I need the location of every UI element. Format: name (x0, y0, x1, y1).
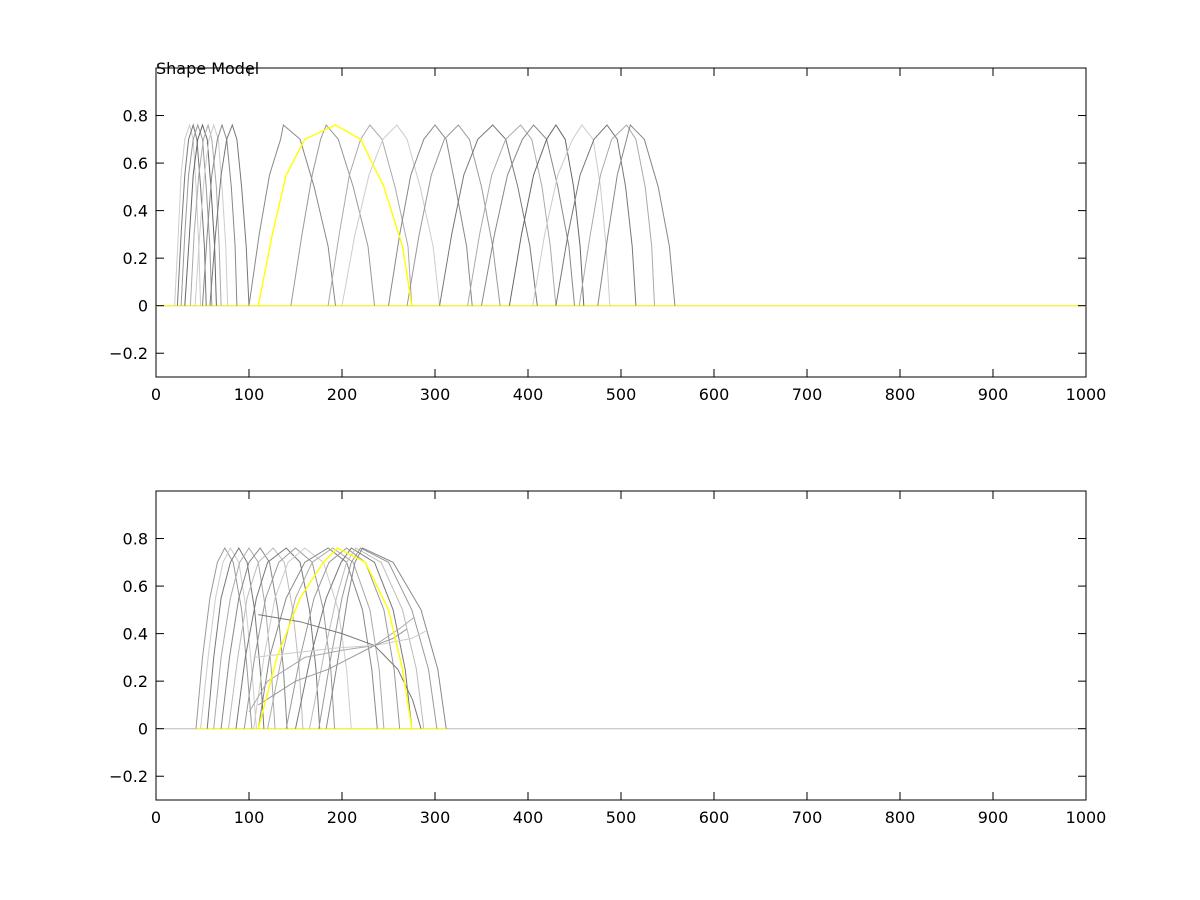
y-tick-label: 0.2 (123, 672, 148, 691)
x-tick-label: 500 (606, 385, 637, 404)
series-line-7 (235, 547, 321, 729)
series-line-21 (578, 124, 655, 306)
series-line-10 (257, 547, 378, 729)
series-line-8 (209, 123, 250, 306)
x-tick-label: 0 (151, 385, 161, 404)
series-line-12 (341, 124, 441, 306)
series-line-3 (206, 547, 265, 729)
y-tick-label: 0.6 (123, 154, 148, 173)
x-tick-label: 1000 (1066, 385, 1107, 404)
highlight-series-line (257, 547, 413, 729)
y-tick-label: 0.8 (123, 107, 148, 126)
x-tick-label: 200 (327, 385, 358, 404)
series-line-11 (327, 124, 413, 306)
series-line-14 (309, 547, 425, 729)
series-line-16 (467, 124, 557, 306)
x-tick-label: 300 (420, 385, 451, 404)
series-line-13 (388, 124, 473, 306)
series-line-13 (295, 547, 413, 729)
series-line-10 (290, 124, 375, 306)
series-line-7 (202, 123, 238, 306)
x-tick-label: 300 (420, 808, 451, 827)
y-tick-label: 0.4 (123, 625, 148, 644)
x-tick-label: 1000 (1066, 808, 1107, 827)
y-tick-label: 0 (138, 297, 148, 316)
series-line-15 (318, 547, 438, 729)
series-line-12 (285, 547, 401, 729)
y-tick-label: 0.2 (123, 249, 148, 268)
series-line-4 (213, 547, 276, 729)
series-line-8 (243, 547, 336, 729)
series-layer (156, 546, 1086, 730)
series-line-3 (180, 123, 213, 306)
x-tick-label: 700 (792, 808, 823, 827)
series-line-15 (439, 124, 538, 306)
series-line-4 (184, 123, 217, 306)
series-line-22 (597, 124, 676, 306)
x-tick-label: 500 (606, 808, 637, 827)
subplot-bottom: 0 100 200 300 400 500 600 700 800 900 1000 −0.2 0 0.2… (109, 490, 1106, 827)
y-tick-label: 0.6 (123, 577, 148, 596)
series-line-6 (228, 547, 304, 729)
highlight-series-line (257, 124, 413, 306)
y-tick-label: 0.8 (123, 530, 148, 549)
axes-frame (155, 490, 1087, 801)
chart-title: Shape Model (156, 59, 259, 78)
series-line-20 (258, 628, 408, 706)
x-tick-label: 100 (234, 385, 265, 404)
series-layer (156, 123, 1086, 307)
tick-layer: 0 100 200 300 400 500 600 700 800 900 1000 −0.2 0 0.2… (109, 491, 1106, 827)
x-tick-label: 900 (978, 385, 1009, 404)
series-line-14 (406, 124, 501, 306)
y-tick-label: −0.2 (109, 344, 148, 363)
series-line-9 (253, 547, 352, 729)
x-tick-label: 600 (699, 808, 730, 827)
series-line-19 (253, 630, 426, 658)
series-line-1 (174, 123, 202, 306)
series-line-2 (200, 546, 257, 729)
x-tick-label: 700 (792, 385, 823, 404)
x-tick-label: 600 (699, 385, 730, 404)
series-line-19 (532, 124, 611, 306)
axes-frame (155, 67, 1087, 378)
series-line-18 (248, 616, 415, 713)
series-line-2 (176, 123, 207, 306)
series-line-6 (194, 123, 229, 306)
x-tick-label: 900 (978, 808, 1009, 827)
x-tick-label: 800 (885, 385, 916, 404)
series-line-5 (189, 123, 222, 306)
y-tick-label: 0.4 (123, 202, 148, 221)
x-tick-label: 0 (151, 808, 161, 827)
x-tick-label: 400 (513, 808, 544, 827)
subplot-top: 0 100 200 300 400 500 600 700 800 900 1000 −0.2 0 0.2… (109, 59, 1106, 404)
series-line-18 (508, 124, 585, 306)
x-tick-label: 200 (327, 808, 358, 827)
x-tick-label: 800 (885, 808, 916, 827)
series-line-17 (481, 124, 575, 306)
series-line-5 (220, 547, 288, 729)
y-tick-label: −0.2 (109, 767, 148, 786)
x-tick-label: 100 (234, 808, 265, 827)
series-line-20 (555, 124, 637, 306)
y-tick-label: 0 (138, 720, 148, 739)
series-line-9 (248, 124, 336, 306)
series-line-1 (195, 546, 253, 729)
x-tick-label: 400 (513, 385, 544, 404)
series-line-16 (325, 547, 447, 729)
tick-layer: 0 100 200 300 400 500 600 700 800 900 1000 −0.2 0 0.2… (109, 68, 1106, 404)
series-line-11 (267, 547, 385, 729)
